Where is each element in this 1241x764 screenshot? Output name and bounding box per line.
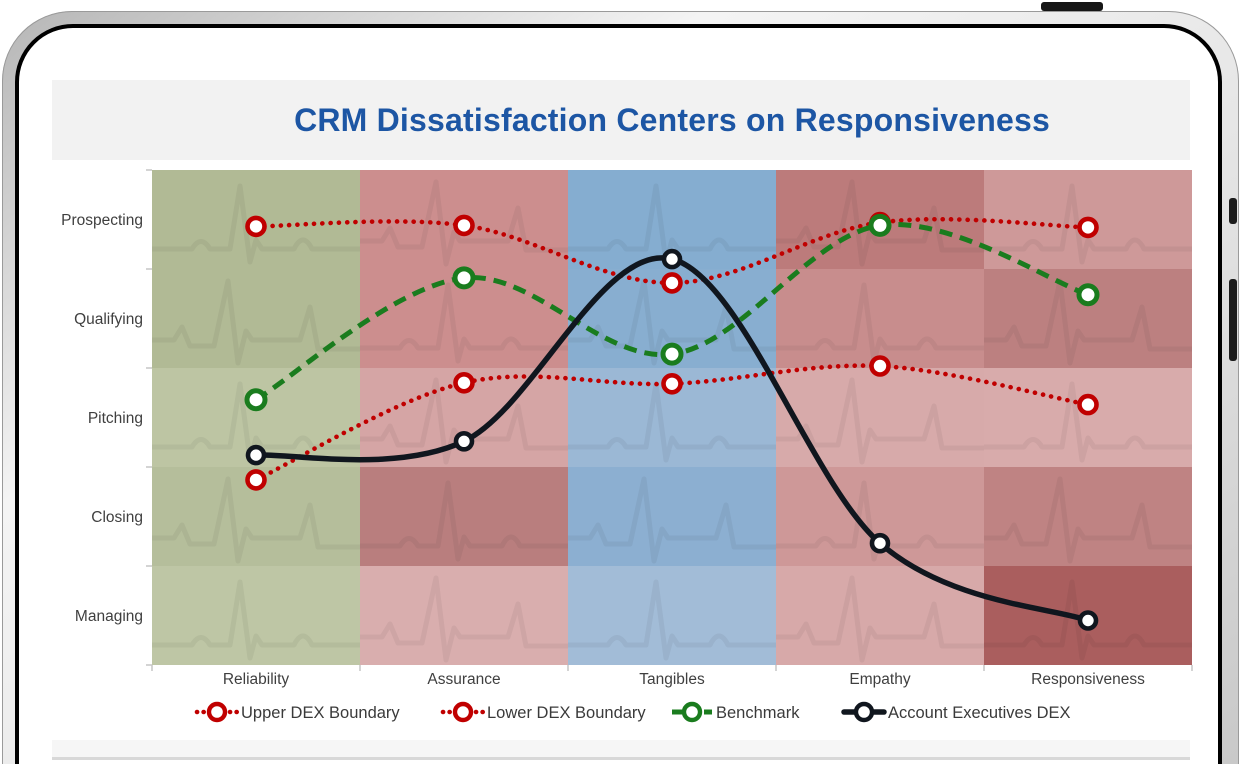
slide-title-bar: CRM Dissatisfaction Centers on Responsiv… bbox=[52, 80, 1190, 160]
x-axis-label-reliability: Reliability bbox=[223, 671, 290, 688]
series-benchmark bbox=[244, 213, 1100, 412]
ecg-watermark bbox=[776, 377, 984, 465]
heatmap-cell-empathy-managing bbox=[776, 566, 984, 665]
heatmap-cell-assurance-closing bbox=[360, 467, 568, 566]
legend-marker bbox=[206, 701, 228, 723]
ecg-watermark bbox=[984, 381, 1192, 463]
heatmap-cell-reliability-qualifying bbox=[152, 269, 360, 368]
ecg-watermark bbox=[568, 579, 776, 661]
heatmap-cell-responsiveness-closing bbox=[984, 467, 1192, 566]
data-point-account-executives-dex bbox=[661, 248, 683, 270]
series-lower-dex-boundary bbox=[245, 355, 1099, 491]
ecg-watermark bbox=[984, 183, 1192, 265]
x-axis-label-empathy: Empathy bbox=[849, 671, 910, 688]
x-axis-label-tangibles: Tangibles bbox=[639, 671, 705, 688]
ecg-watermark bbox=[776, 575, 984, 663]
ecg-watermark bbox=[360, 377, 568, 465]
tablet-top-power-button bbox=[1041, 2, 1103, 11]
heatmap-cell-tangibles-closing bbox=[568, 467, 776, 566]
ecg-watermark bbox=[152, 579, 360, 661]
data-point-upper-dex-boundary bbox=[1077, 216, 1099, 239]
data-point-upper-dex-boundary bbox=[245, 215, 267, 238]
data-point-upper-dex-boundary bbox=[453, 214, 475, 237]
heatmap-cell-assurance-managing bbox=[360, 566, 568, 665]
y-axis-label-closing: Closing bbox=[91, 509, 143, 526]
ecg-watermark bbox=[152, 278, 360, 366]
x-axis-label-assurance: Assurance bbox=[427, 671, 500, 688]
data-point-benchmark bbox=[244, 388, 268, 412]
next-slide-top-edge bbox=[52, 740, 1190, 760]
y-axis-label-qualifying: Qualifying bbox=[74, 311, 143, 328]
ecg-watermark bbox=[776, 179, 984, 267]
data-point-account-executives-dex bbox=[1077, 610, 1099, 631]
y-axis-label-managing: Managing bbox=[75, 608, 143, 625]
ecg-watermark bbox=[568, 381, 776, 463]
ecg-watermark bbox=[984, 579, 1192, 661]
data-point-lower-dex-boundary bbox=[245, 469, 267, 491]
ecg-watermark bbox=[984, 278, 1192, 366]
legend-label-lower-dex-boundary: Lower DEX Boundary bbox=[487, 704, 646, 722]
chart-title: CRM Dissatisfaction Centers on Responsiv… bbox=[294, 102, 1050, 138]
heatmap-cell-tangibles-managing bbox=[568, 566, 776, 665]
ecg-watermark bbox=[776, 480, 984, 562]
data-point-account-executives-dex bbox=[453, 430, 475, 452]
ecg-watermark bbox=[360, 282, 568, 364]
ecg-watermark bbox=[360, 480, 568, 562]
legend-item-account-executives-dex: Account Executives DEX bbox=[841, 701, 1071, 723]
heatmap-cell-reliability-managing bbox=[152, 566, 360, 665]
data-point-benchmark bbox=[1076, 283, 1100, 307]
tablet-side-button-small bbox=[1229, 198, 1237, 224]
heatmap-cell-responsiveness-pitching bbox=[984, 368, 1192, 467]
legend-label-upper-dex-boundary: Upper DEX Boundary bbox=[241, 704, 400, 722]
data-point-benchmark bbox=[660, 342, 684, 366]
heatmap-cell-empathy-pitching bbox=[776, 368, 984, 467]
tablet-side-button-large bbox=[1229, 279, 1237, 361]
legend-marker bbox=[452, 701, 474, 723]
ecg-watermark bbox=[984, 476, 1192, 564]
series-account-executives-dex bbox=[245, 248, 1099, 631]
ecg-watermark bbox=[360, 575, 568, 663]
legend-item-upper-dex-boundary: Upper DEX Boundary bbox=[194, 701, 400, 723]
data-point-lower-dex-boundary bbox=[1077, 393, 1099, 416]
legend-marker bbox=[853, 701, 875, 723]
legend-label-account-executives-dex: Account Executives DEX bbox=[888, 704, 1071, 722]
data-point-account-executives-dex bbox=[245, 444, 267, 466]
heatmap-cell-empathy-qualifying bbox=[776, 269, 984, 368]
data-point-benchmark bbox=[452, 266, 476, 290]
data-point-lower-dex-boundary bbox=[661, 372, 683, 395]
y-axis-label-pitching: Pitching bbox=[88, 410, 143, 427]
legend-marker bbox=[681, 701, 703, 723]
ecg-watermark bbox=[152, 183, 360, 265]
data-point-account-executives-dex bbox=[869, 532, 891, 554]
legend-item-benchmark: Benchmark bbox=[672, 701, 800, 723]
data-point-lower-dex-boundary bbox=[453, 371, 475, 394]
ecg-watermark bbox=[152, 476, 360, 564]
data-point-upper-dex-boundary bbox=[661, 272, 683, 294]
y-axis-label-prospecting: Prospecting bbox=[61, 212, 143, 229]
data-point-lower-dex-boundary bbox=[869, 355, 891, 377]
ecg-watermark bbox=[568, 476, 776, 564]
legend-item-lower-dex-boundary: Lower DEX Boundary bbox=[440, 701, 646, 723]
ecg-watermark bbox=[360, 179, 568, 267]
data-point-benchmark bbox=[868, 213, 892, 237]
x-axis-label-responsiveness: Responsiveness bbox=[1031, 671, 1145, 688]
legend-label-benchmark: Benchmark bbox=[716, 704, 800, 722]
